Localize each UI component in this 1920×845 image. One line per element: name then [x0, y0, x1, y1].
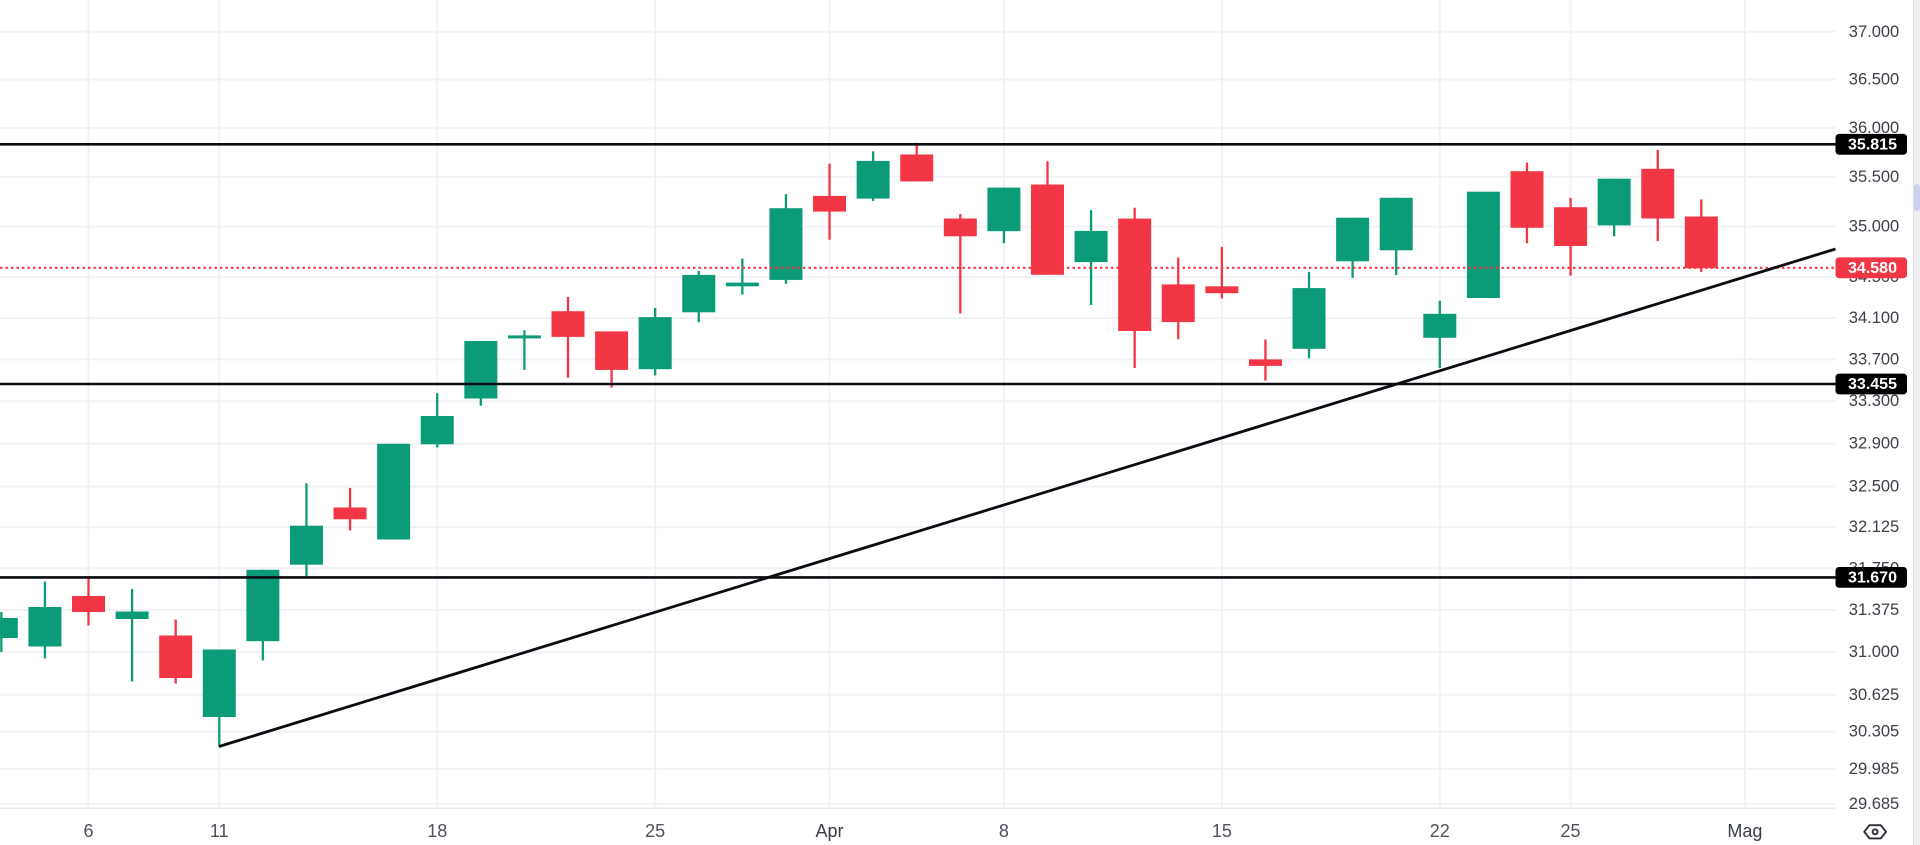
svg-text:25: 25 [1561, 821, 1581, 841]
svg-text:34.580: 34.580 [1848, 260, 1897, 277]
svg-text:31.670: 31.670 [1848, 569, 1897, 586]
svg-text:36.500: 36.500 [1849, 71, 1899, 89]
svg-text:32.500: 32.500 [1849, 478, 1899, 496]
svg-text:33.455: 33.455 [1848, 376, 1897, 393]
svg-text:25: 25 [645, 821, 665, 841]
svg-text:29.685: 29.685 [1849, 795, 1899, 813]
svg-text:34.100: 34.100 [1849, 309, 1899, 327]
svg-text:30.305: 30.305 [1849, 723, 1899, 741]
svg-text:18: 18 [427, 821, 447, 841]
svg-text:Mag: Mag [1727, 821, 1762, 841]
svg-text:35.815: 35.815 [1848, 136, 1897, 153]
svg-text:31.000: 31.000 [1849, 643, 1899, 661]
svg-text:35.500: 35.500 [1849, 168, 1899, 186]
svg-text:37.000: 37.000 [1849, 23, 1899, 41]
svg-text:15: 15 [1212, 821, 1232, 841]
svg-text:33.700: 33.700 [1849, 350, 1899, 368]
svg-text:11: 11 [210, 821, 229, 841]
svg-text:30.625: 30.625 [1849, 686, 1899, 704]
svg-text:6: 6 [84, 821, 94, 841]
svg-text:35.000: 35.000 [1849, 218, 1899, 236]
svg-text:8: 8 [999, 821, 1009, 841]
svg-text:36.000: 36.000 [1849, 119, 1899, 137]
svg-text:Apr: Apr [816, 821, 844, 841]
svg-text:29.985: 29.985 [1849, 760, 1899, 778]
svg-text:22: 22 [1430, 821, 1450, 841]
svg-text:32.900: 32.900 [1849, 435, 1899, 453]
svg-text:32.125: 32.125 [1849, 518, 1899, 536]
svg-text:31.375: 31.375 [1849, 601, 1899, 619]
svg-text:33.300: 33.300 [1849, 392, 1899, 410]
